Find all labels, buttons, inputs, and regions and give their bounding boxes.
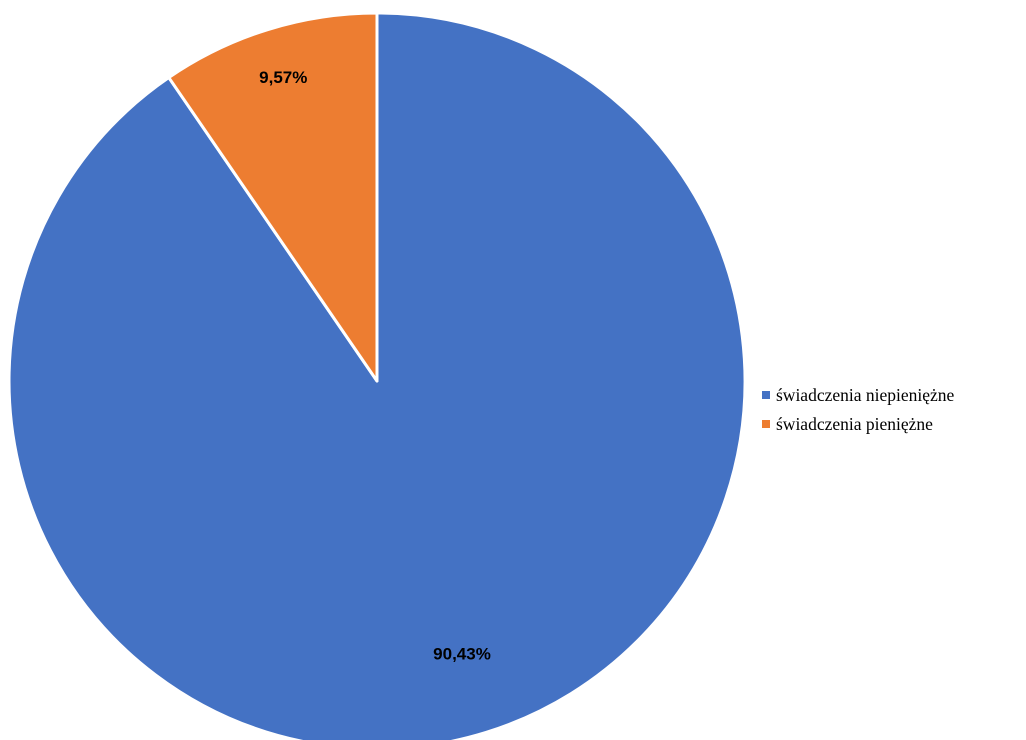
legend-swatch-niepieniezne (762, 391, 770, 399)
legend-swatch-pieniezne (762, 420, 770, 428)
legend: świadczenia niepieniężne świadczenia pie… (762, 385, 954, 434)
data-label-pieniezne: 9,57% (259, 68, 307, 87)
slice-pieniezne (167, 11, 379, 383)
legend-label-niepieniezne: świadczenia niepieniężne (776, 384, 955, 405)
legend-label-pieniezne: świadczenia pieniężne (776, 413, 933, 434)
legend-item-pieniezne: świadczenia pieniężne (762, 414, 954, 434)
pie-plot: 90,43% 9,57% (7, 11, 747, 740)
legend-item-niepieniezne: świadczenia niepieniężne (762, 385, 954, 405)
data-label-niepieniezne: 90,43% (433, 645, 491, 664)
